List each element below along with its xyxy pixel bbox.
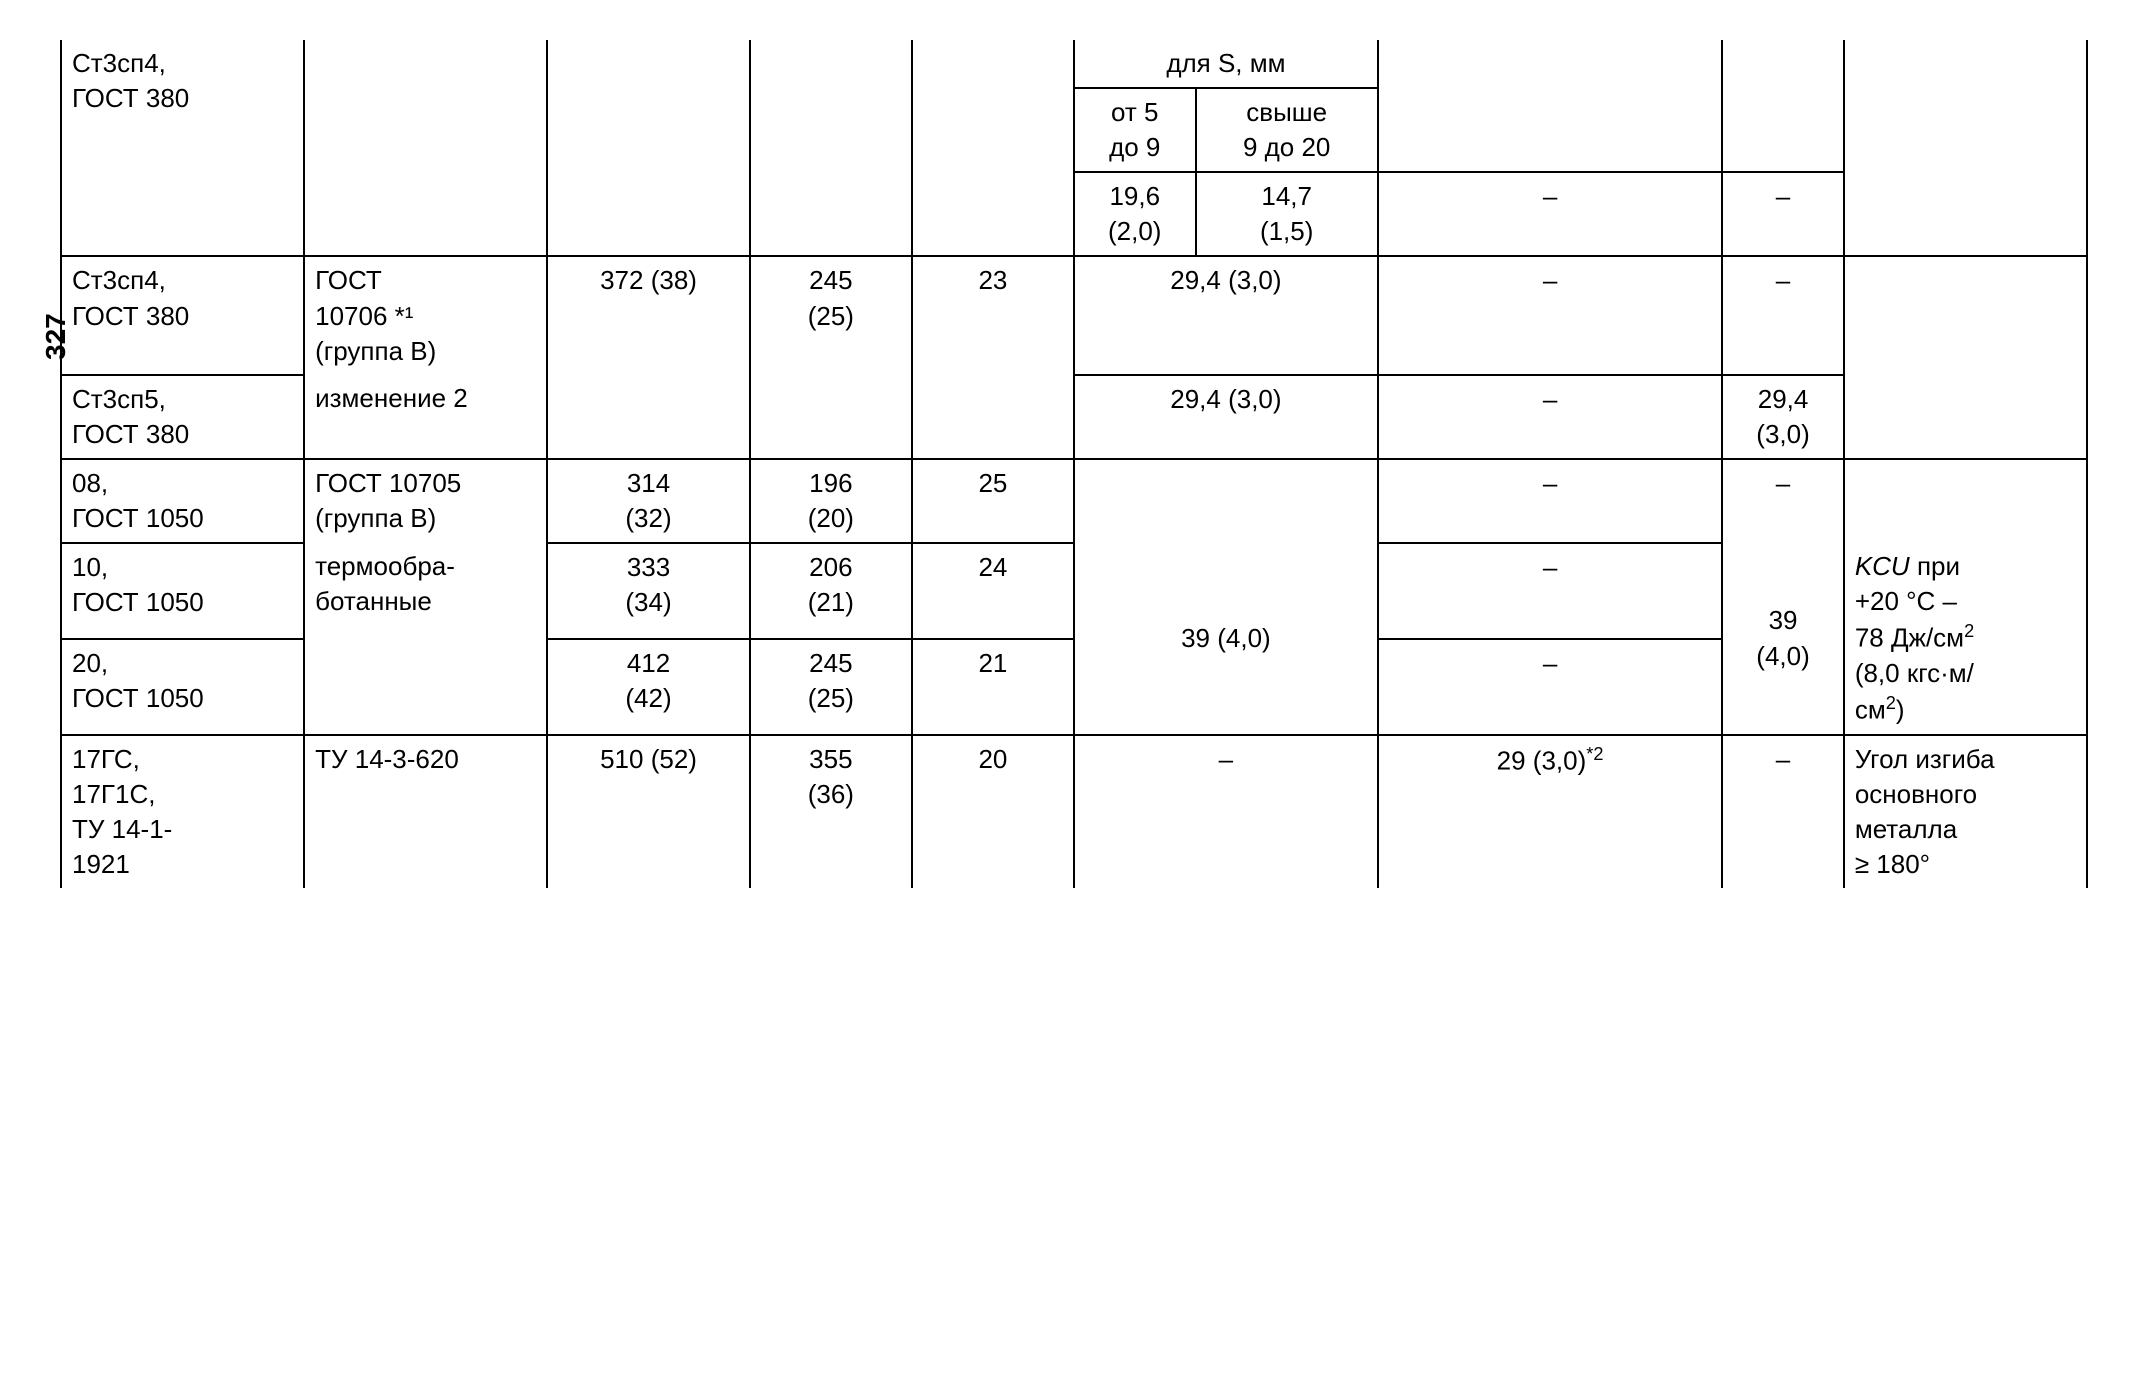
cell-material: Ст3сп4,ГОСТ 380 [61, 40, 304, 256]
cell-dash: – [1378, 543, 1722, 639]
cell-source: ТУ 14-3-620 [304, 735, 547, 888]
cell-dash: – [1722, 172, 1844, 256]
cell-empty [1378, 40, 1722, 172]
cell-dash: – [1378, 375, 1722, 459]
cell-empty [1844, 459, 2087, 543]
cell-value: 206(21) [750, 543, 912, 639]
cell-s-sub-a: от 5до 9 [1074, 88, 1196, 172]
cell-dash: – [1378, 639, 1722, 735]
cell-note: KCU при+20 °С –78 Дж/см2(8,0 кгс·м/см2) [1844, 543, 2087, 735]
cell-source: изменение 2 [304, 375, 547, 459]
cell-value: 25 [912, 459, 1074, 543]
table-row: Ст3сп4,ГОСТ 380 ГОСТ10706 *¹(группа В) 3… [61, 256, 2087, 374]
cell-s-val-a: 19,6(2,0) [1074, 172, 1196, 256]
cell-material: 20,ГОСТ 1050 [61, 639, 304, 735]
cell-s-sub-b: свыше9 до 20 [1196, 88, 1378, 172]
cell-dash: – [1378, 172, 1722, 256]
cell-empty [304, 40, 547, 256]
cell-empty [1074, 459, 1378, 543]
cell-value: 29,4 (3,0) [1074, 256, 1378, 374]
cell-value: 510 (52) [547, 735, 750, 888]
cell-dash: – [1378, 459, 1722, 543]
cell-s-val-b: 14,7(1,5) [1196, 172, 1378, 256]
cell-value: 245(25) [750, 639, 912, 735]
cell-value: 29,4(3,0) [1722, 375, 1844, 459]
cell-value: 21 [912, 639, 1074, 735]
cell-source: ГОСТ10706 *¹(группа В) [304, 256, 547, 374]
cell-value: 39(4,0) [1722, 543, 1844, 735]
table-row: 10,ГОСТ 1050 термообра-ботанные 333(34) … [61, 543, 2087, 639]
cell-material: 10,ГОСТ 1050 [61, 543, 304, 639]
cell-material: 08,ГОСТ 1050 [61, 459, 304, 543]
cell-material: Ст3сп4,ГОСТ 380 [61, 256, 304, 374]
cell-dash: – [1722, 256, 1844, 374]
cell-empty [547, 40, 750, 256]
cell-dash: – [1722, 735, 1844, 888]
cell-empty [750, 40, 912, 256]
cell-value: 333(34) [547, 543, 750, 639]
cell-empty [1844, 256, 2087, 458]
cell-dash: – [1378, 256, 1722, 374]
cell-value: 314(32) [547, 459, 750, 543]
table-row: 17ГС,17Г1С,ТУ 14-1-1921 ТУ 14-3-620 510 … [61, 735, 2087, 888]
cell-value: 39 (4,0) [1074, 543, 1378, 735]
cell-value: 29 (3,0)*2 [1378, 735, 1722, 888]
table-row: Ст3сп5,ГОСТ 380 изменение 2 29,4 (3,0) –… [61, 375, 2087, 459]
cell-value: 196(20) [750, 459, 912, 543]
cell-value: 24 [912, 543, 1074, 639]
cell-dash: – [1722, 459, 1844, 543]
cell-s-header: для S, мм [1074, 40, 1378, 88]
page-number: 327 [40, 313, 72, 360]
cell-value: 23 [912, 256, 1074, 458]
cell-empty [1722, 40, 1844, 172]
cell-empty [1844, 40, 2087, 256]
table-row: Ст3сп4,ГОСТ 380 для S, мм [61, 40, 2087, 88]
cell-value: 412(42) [547, 639, 750, 735]
cell-value: 372 (38) [547, 256, 750, 458]
cell-value: 29,4 (3,0) [1074, 375, 1378, 459]
cell-dash: – [1074, 735, 1378, 888]
cell-source: ГОСТ 10705(группа В) [304, 459, 547, 543]
cell-value: 245(25) [750, 256, 912, 458]
cell-source: термообра-ботанные [304, 543, 547, 735]
table-row: 08,ГОСТ 1050 ГОСТ 10705(группа В) 314(32… [61, 459, 2087, 543]
cell-material: 17ГС,17Г1С,ТУ 14-1-1921 [61, 735, 304, 888]
materials-table: Ст3сп4,ГОСТ 380 для S, мм от 5до 9 свыше… [60, 40, 2088, 888]
cell-value: 355(36) [750, 735, 912, 888]
cell-note: Угол изгибаосновногометалла≥ 180° [1844, 735, 2087, 888]
cell-material: Ст3сп5,ГОСТ 380 [61, 375, 304, 459]
cell-empty [912, 40, 1074, 256]
cell-value: 20 [912, 735, 1074, 888]
